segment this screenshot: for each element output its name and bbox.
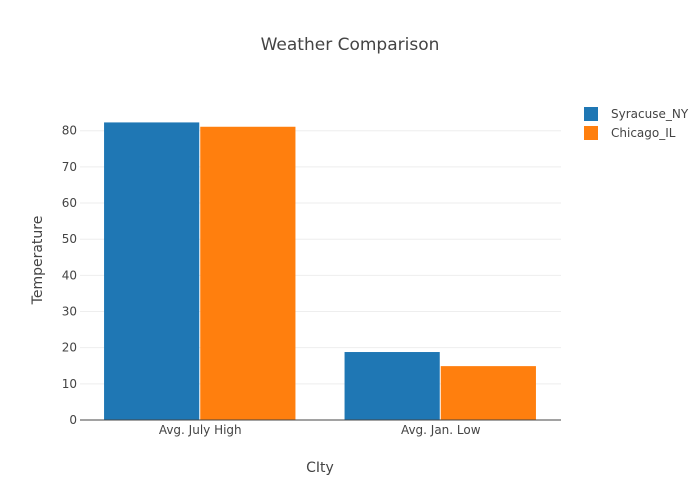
y-tick-label: 40: [62, 268, 77, 282]
legend-swatch: [584, 126, 598, 140]
y-tick-label: 0: [69, 413, 77, 427]
y-axis-title: Temperature: [30, 216, 46, 306]
y-tick-label: 70: [62, 160, 77, 174]
y-tick-label: 30: [62, 305, 77, 319]
y-tick-label: 80: [62, 124, 77, 138]
legend-swatch: [584, 107, 598, 121]
x-axis-ticks: Avg. July High Avg. Jan. Low: [159, 423, 481, 437]
y-tick-label: 50: [62, 232, 77, 246]
legend-label: Chicago_IL: [611, 126, 676, 140]
bars: [104, 122, 536, 420]
y-tick-label: 10: [62, 377, 77, 391]
legend: Syracuse_NY Chicago_IL: [584, 107, 689, 140]
x-tick-label: Avg. July High: [159, 423, 242, 437]
legend-label: Syracuse_NY: [611, 107, 689, 121]
y-tick-label: 60: [62, 196, 77, 210]
chart-title: Weather Comparison: [261, 35, 440, 55]
bar-chicago-il-1: [200, 126, 296, 420]
bar-syracuse-ny-2: [344, 352, 440, 420]
bar-syracuse-ny-1: [104, 122, 200, 420]
x-tick-label: Avg. Jan. Low: [401, 423, 481, 437]
y-axis-ticks: 0 10 20 30 40 50 60 70 80: [62, 124, 77, 427]
bar-chicago-il-2: [440, 366, 536, 420]
x-axis-title: CIty: [306, 460, 334, 476]
y-tick-label: 20: [62, 341, 77, 355]
